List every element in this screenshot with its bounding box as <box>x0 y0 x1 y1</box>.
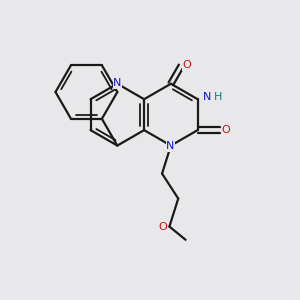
Text: H: H <box>214 92 223 102</box>
Text: N: N <box>113 78 122 88</box>
Text: N: N <box>203 92 211 102</box>
Text: O: O <box>159 222 167 232</box>
Text: N: N <box>166 141 175 151</box>
Text: O: O <box>182 60 191 70</box>
Text: O: O <box>221 125 230 135</box>
